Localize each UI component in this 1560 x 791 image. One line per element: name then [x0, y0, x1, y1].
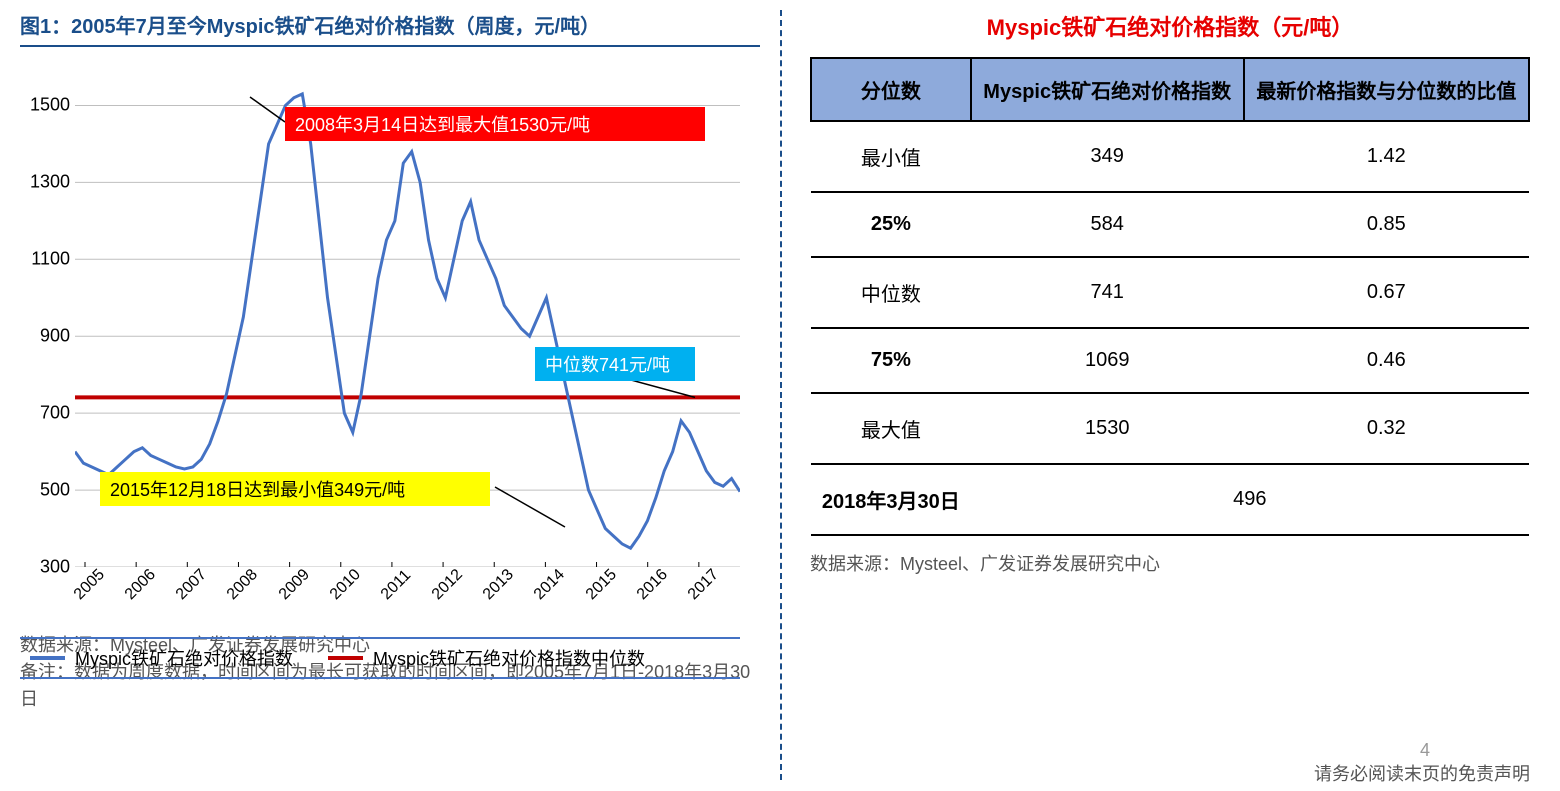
figure-title: 图1：2005年7月至今Myspic铁矿石绝对价格指数（周度，元/吨） [20, 10, 760, 47]
table-cell: 0.67 [1244, 257, 1529, 328]
table-title: Myspic铁矿石绝对价格指数（元/吨） [810, 10, 1530, 42]
annotation-median: 中位数741元/吨 [535, 347, 695, 381]
y-tick: 500 [40, 480, 70, 501]
annotation-min: 2015年12月18日达到最小值349元/吨 [100, 472, 490, 506]
x-tick: 2006 [122, 566, 160, 604]
y-tick: 700 [40, 403, 70, 424]
y-tick: 1500 [30, 95, 70, 116]
x-tick: 2009 [275, 566, 313, 604]
table-row: 中位数7410.67 [811, 257, 1529, 328]
y-tick: 900 [40, 326, 70, 347]
table-header-cell: Myspic铁矿石绝对价格指数 [971, 58, 1244, 121]
table-cell: 741 [971, 257, 1244, 328]
page-number: 4 [1420, 740, 1430, 761]
table-row: 2018年3月30日496 [811, 464, 1529, 535]
x-tick: 2017 [685, 566, 723, 604]
legend-line-2 [328, 656, 363, 660]
table-cell: 25% [811, 192, 971, 257]
table-cell: 0.85 [1244, 192, 1529, 257]
table-header-cell: 分位数 [811, 58, 971, 121]
table-body: 最小值3491.4225%5840.85中位数7410.6775%10690.4… [811, 121, 1529, 535]
table-row: 25%5840.85 [811, 192, 1529, 257]
table-cell: 中位数 [811, 257, 971, 328]
y-tick: 1100 [31, 249, 70, 270]
table-cell: 最大值 [811, 393, 971, 464]
y-axis: 300500700900110013001500 [20, 67, 75, 567]
chart-legend: Myspic铁矿石绝对价格指数 Myspic铁矿石绝对价格指数中位数 [20, 637, 740, 679]
legend-line-1 [30, 656, 65, 660]
table-cell: 349 [971, 121, 1244, 192]
x-tick: 2016 [634, 566, 672, 604]
x-tick: 2010 [327, 566, 365, 604]
data-table: 分位数Myspic铁矿石绝对价格指数最新价格指数与分位数的比值 最小值3491.… [810, 57, 1530, 536]
table-header-cell: 最新价格指数与分位数的比值 [1244, 58, 1529, 121]
table-cell: 0.32 [1244, 393, 1529, 464]
x-tick: 2014 [531, 566, 569, 604]
x-axis: 2005200620072008200920102011201220132014… [75, 572, 740, 612]
table-cell: 584 [971, 192, 1244, 257]
disclaimer: 请务必阅读末页的免责声明 [1314, 760, 1530, 786]
left-panel: 图1：2005年7月至今Myspic铁矿石绝对价格指数（周度，元/吨） 300 5… [0, 0, 780, 791]
table-cell: 496 [971, 464, 1529, 535]
y-tick: 1300 [30, 172, 70, 193]
y-tick: 300 [40, 557, 70, 578]
x-tick: 2005 [71, 566, 109, 604]
table-cell: 1069 [971, 328, 1244, 393]
x-tick: 2008 [224, 566, 262, 604]
legend-label-2: Myspic铁矿石绝对价格指数中位数 [373, 645, 645, 671]
chart-area: 300500700900110013001500 200520062007200… [20, 57, 740, 627]
table-header-row: 分位数Myspic铁矿石绝对价格指数最新价格指数与分位数的比值 [811, 58, 1529, 121]
table-cell: 2018年3月30日 [811, 464, 971, 535]
table-cell: 1.42 [1244, 121, 1529, 192]
x-tick: 2013 [480, 566, 518, 604]
annotation-max: 2008年3月14日达到最大值1530元/吨 [285, 107, 705, 141]
table-row: 最大值15300.32 [811, 393, 1529, 464]
x-tick: 2012 [429, 566, 467, 604]
table-cell: 1530 [971, 393, 1244, 464]
table-row: 最小值3491.42 [811, 121, 1529, 192]
table-source: 数据来源：Mysteel、广发证券发展研究中心 [810, 551, 1530, 578]
x-tick: 2011 [378, 567, 415, 604]
x-tick: 2015 [582, 566, 620, 604]
right-panel: Myspic铁矿石绝对价格指数（元/吨） 分位数Myspic铁矿石绝对价格指数最… [780, 0, 1560, 791]
table-cell: 最小值 [811, 121, 971, 192]
x-tick: 2007 [173, 566, 211, 604]
table-cell: 75% [811, 328, 971, 393]
vertical-divider [780, 10, 782, 780]
table-cell: 0.46 [1244, 328, 1529, 393]
table-row: 75%10690.46 [811, 328, 1529, 393]
legend-label-1: Myspic铁矿石绝对价格指数 [75, 645, 293, 671]
